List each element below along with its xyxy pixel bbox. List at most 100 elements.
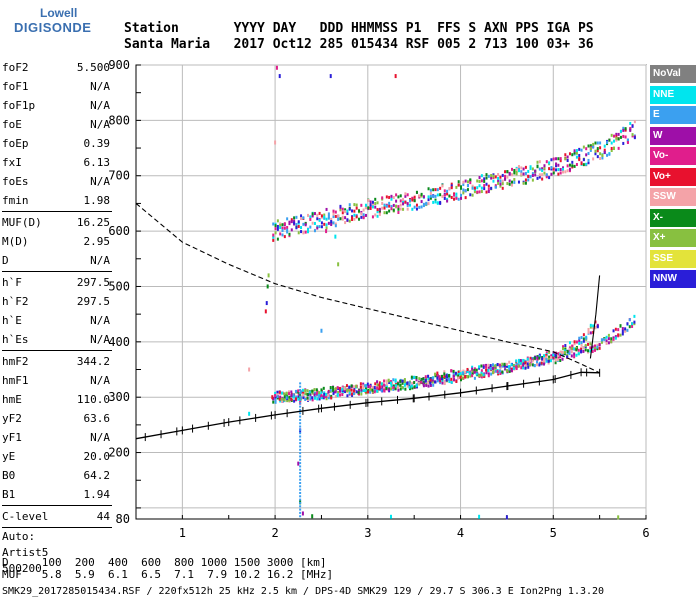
echo-point: [362, 208, 365, 212]
echo-point: [631, 133, 634, 137]
echo-point: [557, 356, 560, 360]
echo-point: [478, 374, 481, 378]
echo-point: [478, 365, 481, 369]
echo-point: [520, 166, 523, 170]
echo-point: [330, 217, 333, 221]
echo-point: [462, 183, 465, 187]
echo-point: [399, 383, 402, 387]
echo-point: [462, 180, 465, 184]
echo-point: [527, 364, 530, 368]
echo-point: [279, 222, 282, 226]
echo-point: [286, 399, 289, 403]
echo-point: [473, 376, 476, 380]
echo-point: [348, 388, 351, 392]
echo-point: [613, 139, 616, 143]
param-row: foE N/A: [2, 115, 112, 134]
echo-point: [492, 371, 494, 375]
echo-point: [450, 186, 453, 190]
echo-point: [596, 149, 599, 153]
echo-point: [545, 351, 548, 355]
param-separator: [2, 350, 112, 351]
echo-point: [436, 373, 439, 377]
echo-point: [390, 194, 393, 198]
vertical-echo-column: [299, 392, 302, 395]
echo-point: [290, 390, 293, 394]
echo-point: [297, 231, 300, 235]
echo-point: [337, 217, 340, 221]
echo-point: [457, 371, 460, 375]
echo-point: [453, 193, 456, 197]
echo-point: [330, 220, 333, 224]
echo-point: [443, 382, 446, 386]
echo-point: [348, 207, 351, 211]
echo-point: [526, 357, 529, 361]
echo-point: [480, 179, 483, 183]
echo-point: [367, 385, 370, 389]
echo-point: [592, 326, 595, 330]
echo-point: [297, 392, 300, 396]
echo-point: [501, 179, 504, 183]
echo-point: [494, 369, 497, 373]
echo-point: [274, 394, 277, 398]
vertical-echo-column: [299, 382, 302, 385]
echo-point: [545, 355, 548, 359]
echo-point: [497, 181, 500, 185]
echo-point: [293, 221, 296, 225]
echo-point: [452, 369, 455, 373]
echo-point: [622, 134, 625, 138]
echo-point: [457, 374, 460, 378]
echo-point: [411, 386, 414, 390]
echo-point: [409, 203, 412, 207]
legend-item-x-: X+: [650, 229, 696, 247]
x-tick-label: 3: [364, 526, 371, 540]
echo-point: [466, 369, 469, 373]
echo-point: [281, 399, 284, 403]
echo-point: [626, 141, 629, 145]
echo-point: [607, 337, 610, 341]
echo-point: [511, 167, 514, 171]
legend-item-vo-: Vo+: [650, 167, 696, 186]
echo-point: [541, 169, 544, 173]
echo-point: [367, 206, 370, 210]
echo-point: [344, 221, 347, 225]
echo-point: [369, 390, 372, 394]
echo-point: [515, 367, 518, 371]
param-name: D: [2, 254, 9, 267]
echo-point: [519, 359, 522, 363]
echo-point: [300, 217, 303, 221]
echo-point: [517, 364, 520, 368]
echo-point: [360, 215, 363, 219]
y-tick-label: 200: [108, 446, 130, 460]
echo-point: [492, 179, 495, 183]
echo-point: [529, 175, 532, 179]
polarization-legend: NoVal NNE E W Vo- Vo+ SSW X- X+ SSE NNW: [650, 65, 696, 291]
echo-point: [332, 212, 335, 216]
echo-point: [585, 153, 588, 157]
param-name: B1: [2, 488, 16, 501]
echo-point: [325, 217, 328, 221]
echo-point: [554, 358, 557, 362]
echo-point: [575, 151, 578, 155]
echo-point: [441, 195, 444, 199]
legend-item-x-: X-: [650, 208, 696, 227]
echo-point: [403, 380, 406, 384]
echo-point: [279, 223, 282, 227]
echo-point: [575, 163, 578, 167]
echo-point: [462, 369, 465, 373]
echo-point: [436, 376, 439, 380]
echo-point: [492, 363, 494, 367]
echo-point: [582, 145, 585, 149]
echo-point: [555, 164, 558, 168]
echo-point: [557, 157, 560, 161]
echo-point: [345, 384, 348, 388]
echo-point: [320, 214, 323, 218]
echo-point: [390, 205, 393, 209]
echo-point: [578, 336, 581, 340]
echo-point: [515, 362, 518, 366]
echo-point: [272, 400, 275, 404]
echo-point: [562, 345, 565, 349]
echo-point: [274, 398, 277, 402]
echo-point: [371, 202, 374, 206]
param-value: 44: [96, 510, 110, 523]
echo-point: [283, 222, 286, 226]
